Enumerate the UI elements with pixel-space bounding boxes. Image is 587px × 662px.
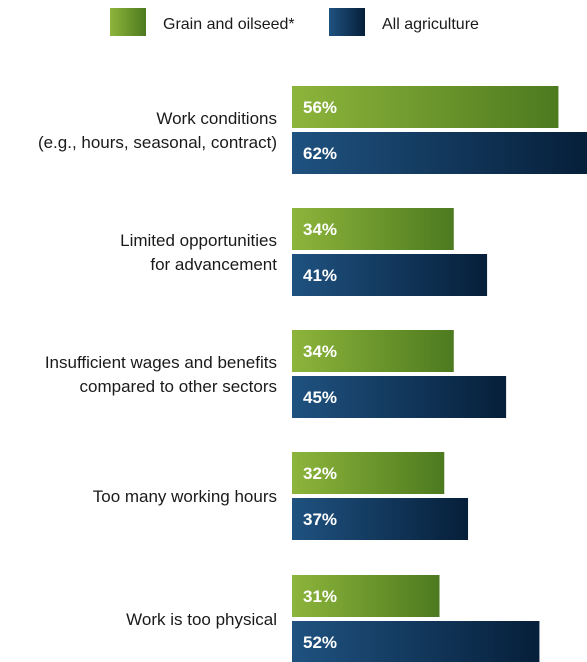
bar-value-label: 56% xyxy=(303,98,337,117)
bar-value-label: 37% xyxy=(303,510,337,529)
category-label: Too many working hours xyxy=(93,487,277,506)
bar-ag-0 xyxy=(292,132,587,174)
category-labels: Work conditions (e.g., hours, seasonal, c… xyxy=(38,109,277,629)
legend-label-grain: Grain and oilseed* xyxy=(163,16,295,33)
bar-value-label: 34% xyxy=(303,220,337,239)
bar-ag-4 xyxy=(292,621,540,662)
bar-grain-3 xyxy=(292,452,445,494)
bar-grain-4 xyxy=(292,575,440,617)
category-label: Work is too physical xyxy=(126,610,277,629)
category-label: Limited opportunities for advancement xyxy=(120,231,277,274)
category-label: Work conditions (e.g., hours, seasonal, c… xyxy=(38,109,277,152)
bar-grain-1 xyxy=(292,208,454,250)
bar-value-label: 45% xyxy=(303,388,337,407)
bar-ag-1 xyxy=(292,254,488,296)
legend-swatch-ag xyxy=(329,8,365,36)
chart-bars: 56% 62% 34% 41% 34% 45% 32% 37% 31% 52% xyxy=(292,86,587,662)
bar-grain-0 xyxy=(292,86,559,128)
bar-value-label: 52% xyxy=(303,633,337,652)
bar-value-label: 62% xyxy=(303,144,337,163)
bar-value-label: 32% xyxy=(303,464,337,483)
bar-value-label: 31% xyxy=(303,587,337,606)
bar-ag-3 xyxy=(292,498,469,540)
chart-legend: Grain and oilseed* All agriculture xyxy=(110,8,479,36)
legend-label-ag: All agriculture xyxy=(382,16,479,33)
category-label: Insufficient wages and benefits compared … xyxy=(45,353,277,396)
bar-grain-2 xyxy=(292,330,454,372)
legend-swatch-grain xyxy=(110,8,146,36)
bar-value-label: 34% xyxy=(303,342,337,361)
bar-value-label: 41% xyxy=(303,266,337,285)
bar-ag-2 xyxy=(292,376,507,418)
